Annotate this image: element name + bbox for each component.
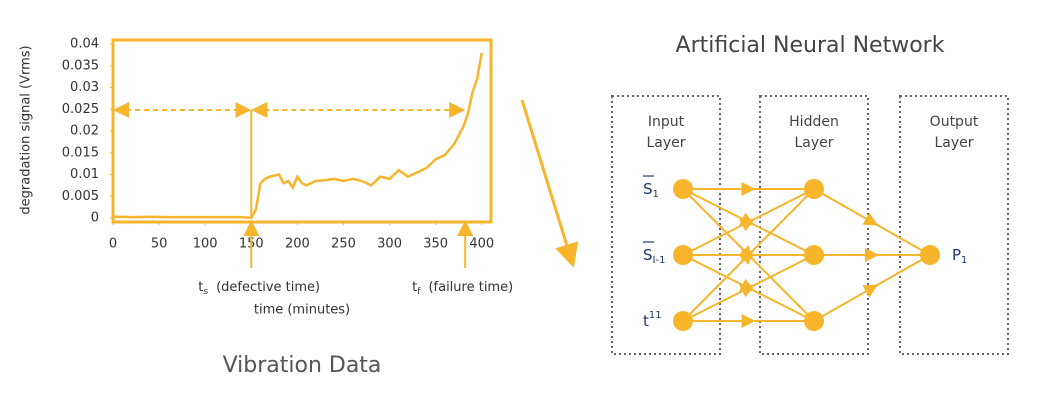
- node: [673, 311, 693, 331]
- node-sup: 11: [649, 310, 662, 321]
- y-tick-label: 0.035: [62, 58, 99, 73]
- flow-arrow: [520, 99, 579, 268]
- node-base: S: [643, 246, 653, 264]
- annotation-symbol: t: [412, 280, 417, 295]
- edge: [682, 254, 815, 322]
- node: [804, 245, 824, 265]
- x-tick-label: 250: [331, 237, 356, 252]
- x-tick-label: 100: [193, 237, 218, 252]
- node-label: t11: [643, 310, 662, 330]
- y-tick-label: 0.01: [70, 167, 99, 182]
- layer-label: Input: [648, 114, 685, 130]
- annotation-note: (defective time): [216, 280, 320, 295]
- edge: [813, 254, 931, 322]
- y-tick-label: 0.03: [70, 80, 99, 95]
- node: [673, 245, 693, 265]
- edge: [682, 188, 815, 322]
- network-title: Artificial Neural Network: [676, 33, 945, 58]
- node: [673, 179, 693, 199]
- node: [920, 245, 940, 265]
- x-tick-label: 300: [377, 237, 402, 252]
- x-tick-label: 50: [151, 237, 168, 252]
- layer-box: [899, 95, 1009, 355]
- layer-label: Hidden: [789, 114, 839, 130]
- edge: [813, 188, 931, 256]
- x-axis-label: time (minutes): [254, 303, 350, 318]
- caption: Vibration Data: [223, 353, 382, 378]
- node-label: P1: [952, 246, 967, 267]
- y-tick-label: 0.02: [70, 124, 99, 139]
- layer-label: Output: [930, 114, 979, 130]
- annotation-note: (failure time): [428, 280, 513, 295]
- node: [804, 311, 824, 331]
- layer-label: Layer: [934, 135, 973, 151]
- annotation-symbol: t: [198, 280, 203, 295]
- layer-label: Layer: [646, 135, 685, 151]
- annotation-sub: s: [203, 287, 208, 297]
- x-tick-label: 350: [423, 237, 448, 252]
- node-label: SI-1: [643, 246, 665, 267]
- y-axis-label: degradation signal (Vrms): [19, 45, 34, 214]
- annotation-label: ts (defective time): [198, 280, 320, 297]
- plot-frame: [111, 38, 493, 224]
- node-sub: 1: [653, 189, 659, 200]
- node-label: S1: [643, 180, 659, 201]
- y-tick-label: 0.015: [62, 145, 99, 160]
- node-base: S: [643, 180, 653, 198]
- y-tick-label: 0.005: [62, 189, 99, 204]
- y-tick-label: 0.025: [62, 102, 99, 117]
- y-tick-label: 0.04: [70, 37, 99, 52]
- node-sub: I-1: [653, 255, 666, 266]
- node-base: t: [643, 312, 649, 330]
- node-sub: 1: [961, 255, 967, 266]
- layer-label: Layer: [794, 135, 833, 151]
- y-tick-label: 0: [91, 211, 99, 226]
- x-tick-label: 400: [469, 237, 494, 252]
- annotation-label: tf (failure time): [412, 280, 513, 297]
- x-tick-label: 0: [109, 237, 117, 252]
- node-base: P: [952, 246, 961, 264]
- edge: [682, 188, 815, 256]
- node: [804, 179, 824, 199]
- annotation-sub: f: [417, 287, 421, 297]
- signal-line: [112, 52, 484, 220]
- x-tick-label: 200: [285, 237, 310, 252]
- network: InputLayerHiddenLayerOutputLayerS1SI-1t1…: [611, 95, 1009, 355]
